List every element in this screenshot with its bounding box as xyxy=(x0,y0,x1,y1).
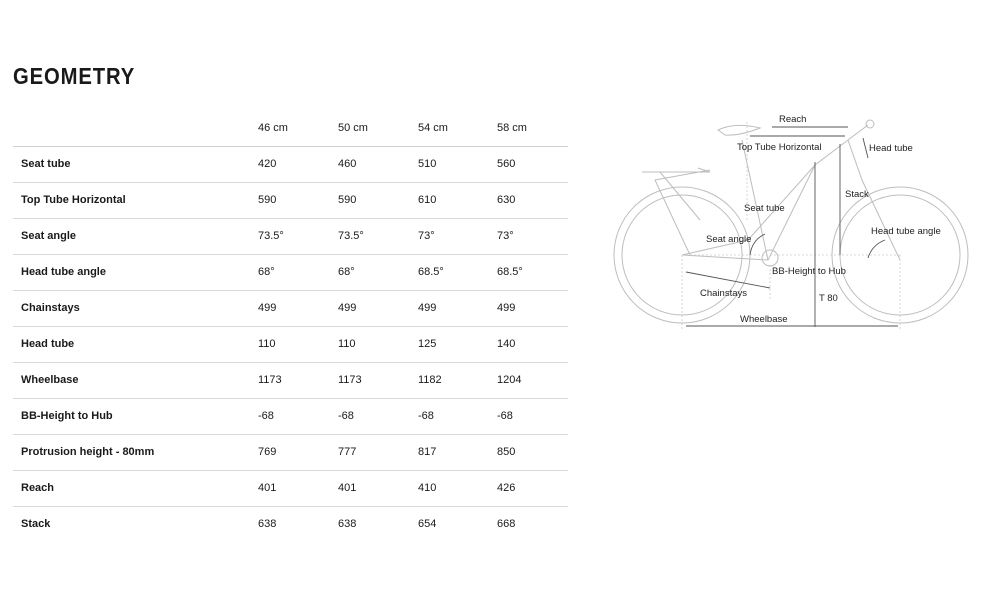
label-top-tube: Top Tube Horizontal xyxy=(737,142,822,153)
label-bb-height: BB-Height to Hub xyxy=(772,266,846,277)
cell-value: 1173 xyxy=(338,374,362,386)
row-label: Chainstays xyxy=(21,302,80,314)
cell-value: 654 xyxy=(418,518,437,530)
cell-value: 668 xyxy=(497,518,516,530)
label-reach: Reach xyxy=(779,114,806,125)
table-row: Protrusion height - 80mm 769 777 817 850 xyxy=(13,435,568,471)
cell-value: 510 xyxy=(418,158,437,170)
cell-value: 630 xyxy=(497,194,516,206)
cell-value: 73° xyxy=(497,230,514,242)
cell-value: 68.5° xyxy=(497,266,523,278)
row-label: Head tube xyxy=(21,338,75,350)
row-label: Head tube angle xyxy=(21,266,106,278)
cell-value: 426 xyxy=(497,482,516,494)
cell-value: 420 xyxy=(258,158,277,170)
table-header-row: 46 cm 50 cm 54 cm 58 cm xyxy=(13,111,568,147)
cell-value: 410 xyxy=(418,482,437,494)
cell-value: 499 xyxy=(497,302,516,314)
cell-value: -68 xyxy=(418,410,434,422)
table-row: Reach 401 401 410 426 xyxy=(13,471,568,507)
column-header: 50 cm xyxy=(338,122,368,134)
bike-geometry-diagram: Reach Top Tube Horizontal Head tube Stac… xyxy=(613,114,969,330)
table-row: Seat angle 73.5° 73.5° 73° 73° xyxy=(13,219,568,255)
cell-value: 638 xyxy=(258,518,277,530)
cell-value: 110 xyxy=(258,338,276,350)
cell-value: 68.5° xyxy=(418,266,444,278)
cell-value: 777 xyxy=(338,446,357,458)
row-label: Wheelbase xyxy=(21,374,79,386)
cell-value: 499 xyxy=(258,302,277,314)
page-title: GEOMETRY xyxy=(13,63,136,89)
label-t80: T 80 xyxy=(819,293,838,304)
cell-value: 590 xyxy=(258,194,277,206)
cell-value: -68 xyxy=(497,410,513,422)
table-row: Top Tube Horizontal 590 590 610 630 xyxy=(13,183,568,219)
cell-value: 68° xyxy=(338,266,355,278)
cell-value: 110 xyxy=(338,338,356,350)
row-label: Seat angle xyxy=(21,230,77,242)
cell-value: 560 xyxy=(497,158,516,170)
cell-value: 125 xyxy=(418,338,437,350)
cell-value: 73° xyxy=(418,230,435,242)
table-row: Wheelbase 1173 1173 1182 1204 xyxy=(13,363,568,399)
cell-value: -68 xyxy=(338,410,354,422)
row-label: Stack xyxy=(21,518,51,530)
label-seat-angle: Seat angle xyxy=(706,234,751,245)
label-chainstays: Chainstays xyxy=(700,288,747,299)
row-label: Seat tube xyxy=(21,158,71,170)
cell-value: 610 xyxy=(418,194,437,206)
label-head-tube-angle: Head tube angle xyxy=(871,226,941,237)
row-label: Protrusion height - 80mm xyxy=(21,446,155,458)
row-label: Top Tube Horizontal xyxy=(21,194,126,206)
table-row: Seat tube 420 460 510 560 xyxy=(13,147,568,183)
cell-value: 140 xyxy=(497,338,516,350)
table-row: Head tube angle 68° 68° 68.5° 68.5° xyxy=(13,255,568,291)
table-row: Chainstays 499 499 499 499 xyxy=(13,291,568,327)
cell-value: 769 xyxy=(258,446,277,458)
cell-value: 460 xyxy=(338,158,357,170)
label-stack: Stack xyxy=(845,189,869,200)
label-wheelbase: Wheelbase xyxy=(740,314,788,325)
cell-value: 73.5° xyxy=(258,230,284,242)
label-seat-tube: Seat tube xyxy=(744,203,785,214)
cell-value: 638 xyxy=(338,518,357,530)
column-header: 54 cm xyxy=(418,122,448,134)
column-header: 46 cm xyxy=(258,122,288,134)
cell-value: 499 xyxy=(338,302,357,314)
cell-value: 817 xyxy=(418,446,437,458)
cell-value: 1173 xyxy=(258,374,282,386)
cell-value: 401 xyxy=(258,482,277,494)
label-head-tube: Head tube xyxy=(869,143,913,154)
cell-value: 1182 xyxy=(418,374,442,386)
cell-value: 401 xyxy=(338,482,357,494)
cell-value: 590 xyxy=(338,194,357,206)
cell-value: 850 xyxy=(497,446,516,458)
row-label: Reach xyxy=(21,482,55,494)
cell-value: 73.5° xyxy=(338,230,364,242)
cell-value: 1204 xyxy=(497,374,522,386)
geometry-table: 46 cm 50 cm 54 cm 58 cm Seat tube 420 460 5… xyxy=(13,111,568,542)
cell-value: -68 xyxy=(258,410,274,422)
table-row: BB-Height to Hub -68 -68 -68 -68 xyxy=(13,399,568,435)
column-header: 58 cm xyxy=(497,122,527,134)
table-row: Stack 638 638 654 668 xyxy=(13,507,568,542)
cell-value: 68° xyxy=(258,266,275,278)
row-label: BB-Height to Hub xyxy=(21,410,113,422)
table-row: Head tube 110 110 125 140 xyxy=(13,327,568,363)
cell-value: 499 xyxy=(418,302,437,314)
